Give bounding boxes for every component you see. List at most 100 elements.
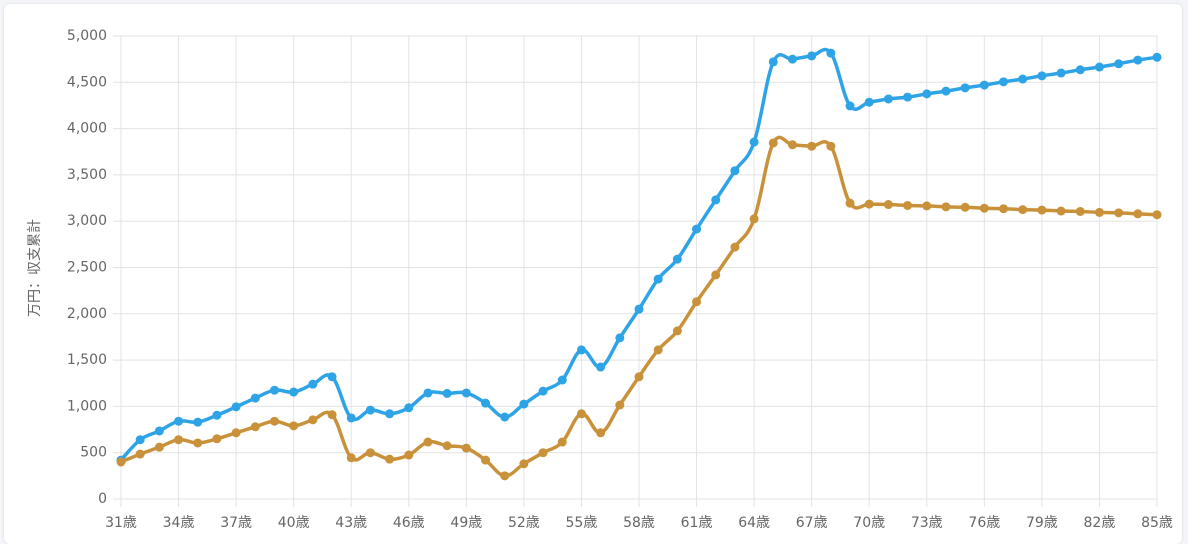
y-tick-label: 3,000 <box>67 213 107 229</box>
point <box>519 459 529 469</box>
point <box>519 399 529 409</box>
point <box>749 214 759 224</box>
point <box>1037 71 1047 81</box>
point <box>250 422 260 432</box>
point <box>692 297 702 307</box>
point <box>826 141 836 151</box>
y-tick-label: 4,000 <box>67 121 107 137</box>
point <box>979 80 989 90</box>
point <box>864 97 874 107</box>
point <box>212 434 222 444</box>
point <box>1094 207 1104 217</box>
point <box>289 387 299 397</box>
point <box>826 48 836 58</box>
point <box>250 393 260 403</box>
point <box>922 201 932 211</box>
point <box>308 415 318 425</box>
point <box>385 409 395 419</box>
y-tick-label: 1,500 <box>67 352 107 368</box>
point <box>404 403 414 413</box>
point <box>308 379 318 389</box>
point <box>193 417 203 427</box>
point <box>289 421 299 431</box>
point <box>960 83 970 93</box>
point <box>941 86 951 96</box>
point <box>845 198 855 208</box>
point <box>231 428 241 438</box>
x-tick-label: 52歳 <box>508 515 540 531</box>
point <box>1056 68 1066 78</box>
point <box>634 304 644 314</box>
point <box>327 410 337 420</box>
x-tick-label: 64歳 <box>738 515 770 531</box>
point <box>941 202 951 212</box>
point <box>481 455 491 465</box>
point <box>174 416 184 426</box>
y-tick-label: 1,000 <box>67 398 107 414</box>
point <box>787 140 797 150</box>
point <box>615 400 625 410</box>
point <box>711 195 721 205</box>
x-tick-label: 58歳 <box>623 515 655 531</box>
y-tick-label: 5,000 <box>67 28 107 44</box>
y-tick-label: 2,000 <box>67 306 107 322</box>
point <box>461 443 471 453</box>
y-tick-label: 500 <box>80 445 107 461</box>
point <box>500 471 510 481</box>
point <box>903 92 913 102</box>
point <box>576 345 586 355</box>
point <box>807 141 817 151</box>
x-tick-label: 34歳 <box>163 515 195 531</box>
point <box>979 203 989 213</box>
point <box>692 224 702 234</box>
x-tick-label: 73歳 <box>911 515 943 531</box>
point <box>135 449 145 459</box>
point <box>1056 206 1066 216</box>
point <box>576 409 586 419</box>
point <box>1075 206 1085 216</box>
point <box>154 442 164 452</box>
point <box>883 94 893 104</box>
point <box>1094 62 1104 72</box>
point <box>327 372 337 382</box>
point <box>730 242 740 252</box>
card <box>4 4 1182 544</box>
point <box>365 405 375 415</box>
point <box>787 54 797 64</box>
point <box>1018 205 1028 215</box>
point <box>135 435 145 445</box>
point <box>385 454 395 464</box>
x-tick-label: 55歳 <box>566 515 598 531</box>
x-tick-label: 31歳 <box>105 515 137 531</box>
x-tick-label: 37歳 <box>220 515 252 531</box>
y-tick-label: 4,500 <box>67 74 107 90</box>
point <box>423 437 433 447</box>
x-tick-label: 43歳 <box>335 515 367 531</box>
point <box>231 402 241 412</box>
point <box>922 89 932 99</box>
point <box>174 435 184 445</box>
point <box>615 333 625 343</box>
point <box>538 448 548 458</box>
point <box>365 448 375 458</box>
point <box>500 412 510 422</box>
point <box>596 428 606 438</box>
x-tick-label: 49歳 <box>450 515 482 531</box>
x-tick-label: 82歳 <box>1084 515 1116 531</box>
point <box>212 410 222 420</box>
point <box>845 101 855 111</box>
point <box>1133 55 1143 65</box>
point <box>538 386 548 396</box>
point <box>672 254 682 264</box>
point <box>807 51 817 61</box>
y-tick-label: 2,500 <box>67 260 107 276</box>
point <box>596 362 606 372</box>
point <box>749 137 759 147</box>
point <box>730 166 740 176</box>
point <box>1114 208 1124 218</box>
point <box>193 438 203 448</box>
point <box>653 345 663 355</box>
point <box>557 437 567 447</box>
point <box>634 372 644 382</box>
point <box>1075 65 1085 75</box>
